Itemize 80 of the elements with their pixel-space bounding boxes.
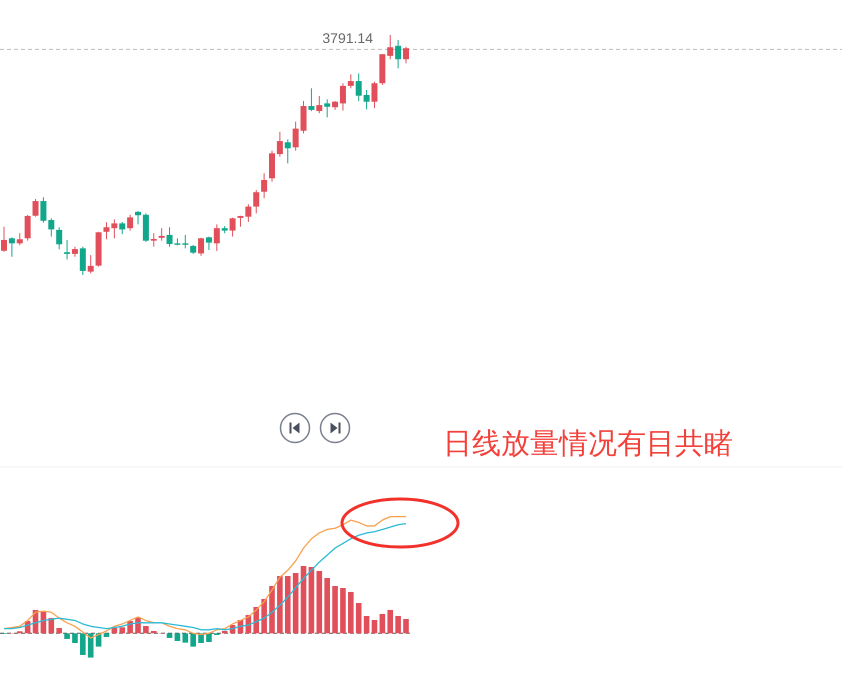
bar: [372, 620, 378, 634]
bar: [150, 630, 157, 634]
candlestick: [40, 196, 46, 224]
bar: [166, 633, 172, 638]
candlestick: [253, 190, 260, 214]
bar: [364, 616, 370, 634]
bar: [112, 628, 118, 634]
bar: [284, 576, 291, 634]
candlestick: [72, 246, 78, 258]
candlestick: [206, 236, 212, 251]
bar: [395, 616, 401, 634]
bar: [277, 576, 283, 634]
candlestick: [364, 89, 370, 110]
bar: [88, 633, 94, 658]
candlestick: [166, 226, 173, 248]
candlestick: [324, 98, 330, 118]
bar: [206, 633, 212, 642]
candlestick: [245, 204, 252, 222]
bar: [261, 598, 267, 634]
bar: [332, 586, 338, 634]
bar: [174, 633, 180, 641]
candlestick: [1, 226, 7, 252]
candlestick: [80, 246, 86, 276]
candlestick: [356, 72, 362, 102]
bar: [80, 633, 86, 655]
bar: [222, 630, 228, 634]
candlestick: [16, 232, 23, 246]
candlestick: [8, 236, 15, 258]
bar: [104, 633, 110, 637]
candlestick: [261, 172, 268, 199]
candlestick: [150, 232, 157, 248]
candlestick: [64, 239, 70, 260]
candlestick: [88, 254, 94, 274]
candlestick: [182, 234, 188, 249]
candlestick: [348, 74, 354, 89]
bar: [190, 633, 196, 647]
candlestick: [56, 226, 62, 250]
bar: [387, 610, 394, 634]
bar: [182, 633, 188, 643]
candlestick: [237, 215, 244, 228]
candlestick: [214, 224, 220, 252]
candlestick: [371, 81, 378, 109]
candlestick: [308, 88, 314, 112]
candlestick: [158, 228, 165, 242]
candlestick: [316, 95, 322, 114]
bar: [403, 618, 409, 634]
bar: [380, 614, 386, 634]
candlestick: [119, 221, 126, 235]
candlestick: [292, 121, 299, 152]
bar: [348, 592, 354, 634]
bar: [72, 633, 78, 643]
bar: [64, 633, 70, 639]
bar: [40, 612, 46, 634]
candlestick: [32, 198, 39, 218]
bar: [269, 586, 275, 634]
bar: [119, 627, 126, 634]
bar: [143, 626, 149, 634]
candlestick: [230, 217, 236, 238]
bar: [316, 570, 322, 634]
candlestick: [340, 82, 346, 112]
bar: [56, 628, 62, 634]
text: 日线放量情况有目共睹: [443, 426, 733, 460]
bar: [340, 588, 346, 634]
candlestick: [48, 218, 54, 238]
candlestick: [127, 214, 134, 232]
bar: [324, 578, 330, 634]
candlestick: [103, 222, 110, 240]
candlestick: [395, 40, 402, 69]
candlestick: [276, 131, 283, 158]
candlestick: [284, 138, 291, 164]
candlestick: [111, 218, 118, 239]
bar: [292, 573, 298, 634]
bar: [308, 567, 314, 634]
candlestick: [198, 237, 204, 256]
candlestick: [403, 46, 409, 64]
annotation: 3791.14: [322, 30, 374, 46]
bar: [356, 603, 362, 634]
bar: [48, 618, 54, 634]
candlestick: [24, 214, 31, 242]
bar: [300, 566, 306, 634]
